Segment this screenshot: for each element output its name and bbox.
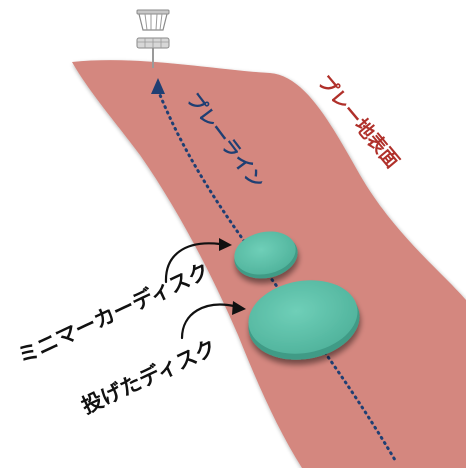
- mini-marker-disc: [234, 231, 298, 279]
- thrown-disc-label: 投げたディスク: [78, 335, 220, 418]
- thrown-disc: [248, 280, 360, 360]
- play-line: [156, 88, 397, 462]
- thrown-disc-arrowhead: [232, 301, 246, 315]
- thrown-disc-pointer-arrow: [180, 303, 236, 340]
- mini-marker-pointer-arrow: [164, 242, 222, 284]
- disc-golf-basket-icon: [136, 9, 170, 68]
- arrowhead-up-icon: [151, 78, 165, 94]
- mini-marker-arrowhead: [219, 238, 232, 251]
